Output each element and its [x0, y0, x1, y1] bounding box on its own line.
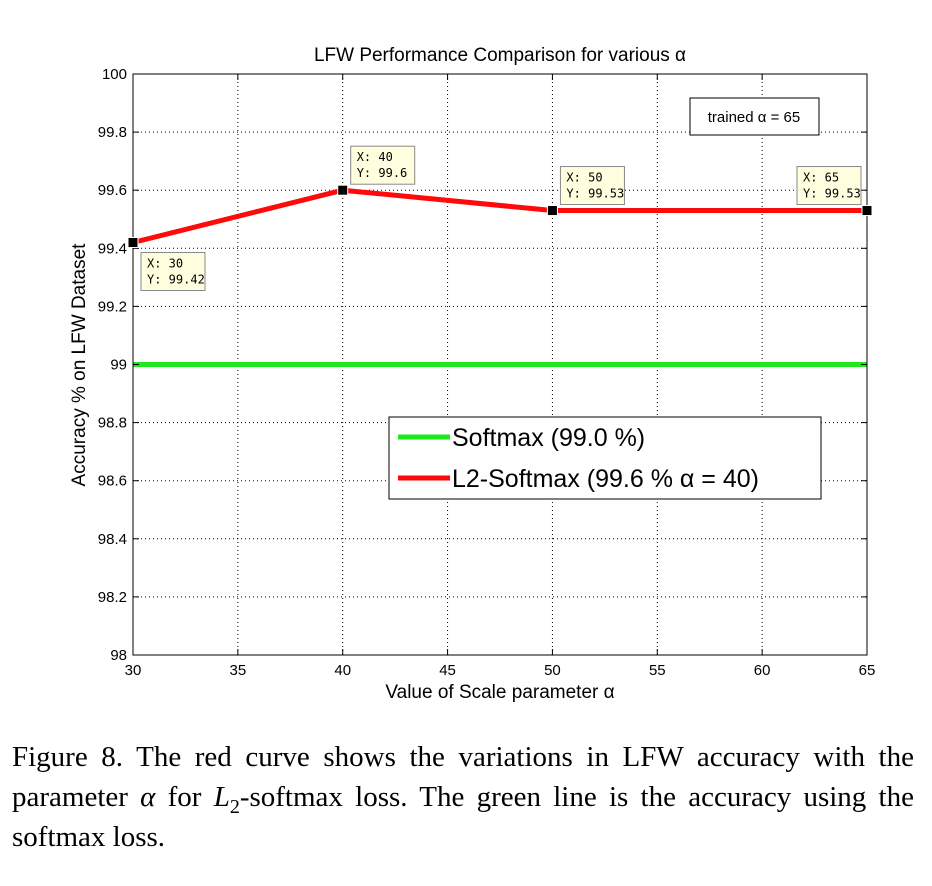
data-tip-y: Y: 99.53 [803, 187, 861, 201]
caption-text-3: -softmax loss. The green line is the acc… [12, 781, 914, 853]
data-tip: X: 30 Y: 99.42 [140, 251, 206, 291]
x-tick-label: 45 [439, 662, 456, 679]
data-tip-x: X: 50 [566, 171, 602, 185]
annotation-box [689, 97, 820, 136]
data-tip-box [796, 166, 862, 206]
x-tick-label: 30 [125, 662, 142, 679]
y-tick-label: 98.2 [98, 589, 127, 606]
data-tip-x: X: 30 [147, 256, 183, 270]
caption-l-symbol: L [213, 781, 230, 813]
chart-title: LFW Performance Comparison for various α [314, 45, 686, 66]
x-tick-label: 40 [334, 662, 351, 679]
figure-caption: Figure 8. The red curve shows the variat… [12, 737, 914, 857]
legend-box [388, 416, 822, 500]
y-tick-label: 98.4 [98, 531, 127, 548]
marker-layer [127, 184, 873, 248]
x-axis-label: Value of Scale parameter α [385, 682, 614, 703]
data-tip-box [559, 166, 625, 206]
x-tick-label: 50 [544, 662, 561, 679]
data-tip-y: Y: 99.6 [357, 166, 408, 180]
data-point-marker [546, 205, 558, 217]
data-tip-x: X: 65 [803, 171, 839, 185]
y-tick-label: 99.6 [98, 182, 127, 199]
x-tick-label: 55 [649, 662, 666, 679]
data-point-marker [337, 184, 349, 196]
data-point-marker [127, 236, 139, 248]
y-tick-label: 99 [110, 357, 127, 374]
data-tip: X: 40 Y: 99.6 [350, 145, 416, 185]
x-tick-label: 60 [754, 662, 771, 679]
data-point-marker [861, 205, 873, 217]
axis-ticks: 30 35 40 45 50 55 60 65 98 98.2 98.4 98.6 98.8 99 99.2… [98, 66, 876, 679]
legend-label-l2-softmax: L2-Softmax (99.6 % α = 40) [452, 465, 759, 493]
caption-alpha-symbol: α [140, 781, 156, 813]
y-tick-label: 100 [102, 66, 127, 83]
data-tip: X: 65 Y: 99.53 [796, 166, 862, 206]
x-tick-label: 35 [230, 662, 247, 679]
x-tick-label: 65 [859, 662, 876, 679]
chart: 30 35 40 45 50 55 60 65 98 98.2 98.4 98.6 98.8 99 99.2… [69, 45, 876, 703]
data-tip: X: 50 Y: 99.53 [559, 166, 625, 206]
caption-text-1: Figure 8. The red curve shows the variat… [12, 741, 914, 813]
caption-text-2: for [155, 781, 214, 813]
y-axis-label: Accuracy % on LFW Dataset [69, 243, 90, 487]
data-tip-y: Y: 99.53 [566, 187, 624, 201]
y-tick-label: 99.8 [98, 124, 127, 141]
grid [133, 74, 867, 655]
series-line-l2-softmax [132, 187, 867, 245]
y-tick-label: 98 [110, 647, 127, 664]
caption-subscript: 2 [229, 795, 240, 818]
y-tick-label: 99.2 [98, 298, 127, 315]
data-tip-box [140, 251, 206, 291]
y-tick-label: 99.4 [98, 240, 127, 257]
data-tip-x: X: 40 [357, 150, 393, 164]
series-layer [132, 187, 867, 367]
y-tick-label: 98.6 [98, 473, 127, 490]
data-tips: X: 30Y: 99.42X: 40Y: 99.6 X: 50Y: 99.53X:… [140, 145, 862, 291]
legend-label-softmax: Softmax (99.0 %) [452, 424, 645, 452]
data-tip-y: Y: 99.42 [147, 272, 205, 286]
y-tick-label: 98.8 [98, 415, 127, 432]
annotation-text: trained α = 65 [708, 109, 800, 126]
legend: Softmax (99.0 %) L2-Softmax (99.6 % α = … [388, 416, 822, 500]
trained-alpha-annotation: trained α = 65 [689, 97, 820, 136]
data-tip-box [350, 145, 416, 185]
